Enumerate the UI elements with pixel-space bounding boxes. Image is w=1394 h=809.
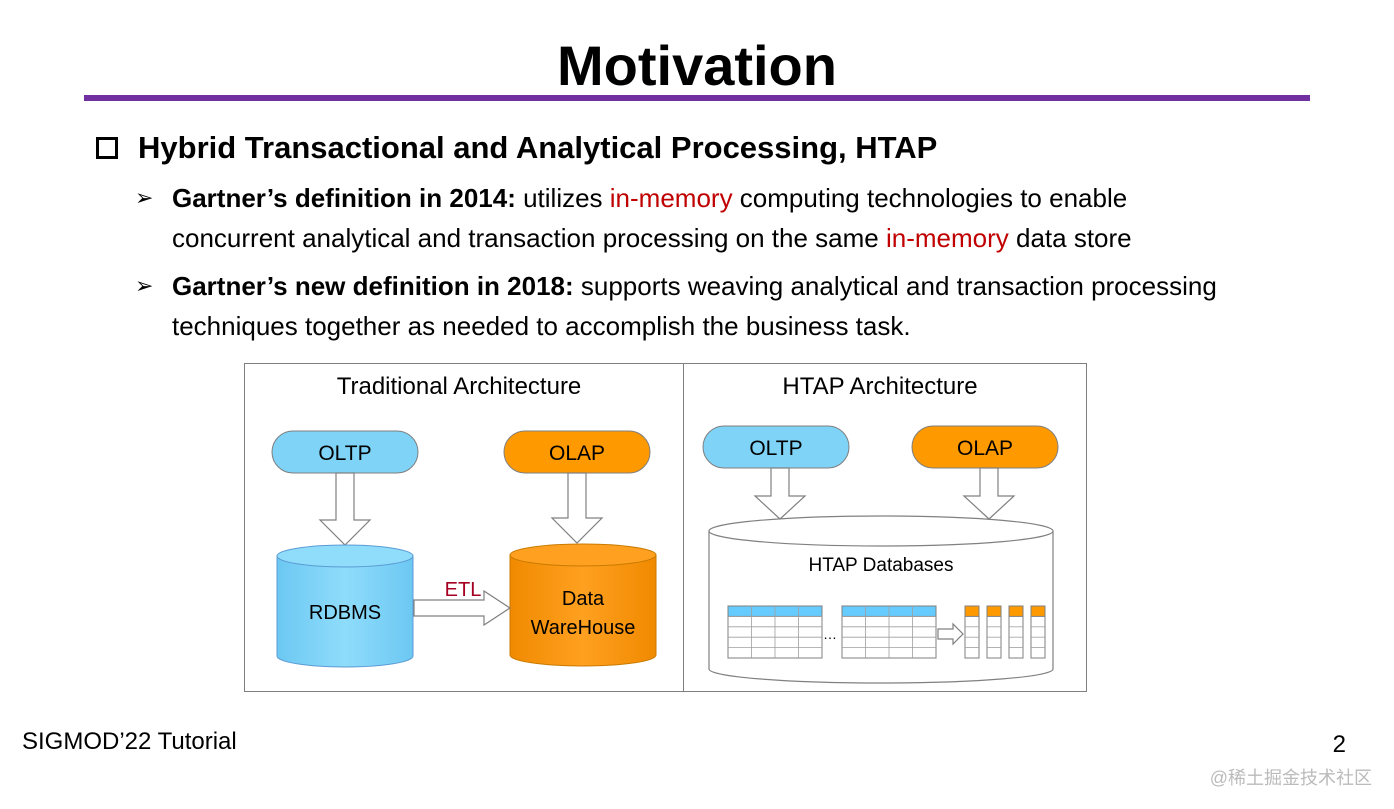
etl-label: ETL: [445, 579, 482, 601]
row-store-table: [727, 605, 823, 659]
bullet-2014-definition: ➢ Gartner’s definition in 2014: utilizes…: [135, 178, 1255, 258]
traditional-olap-label: OLAP: [549, 442, 605, 465]
arrow-bullet-icon: ➢: [135, 273, 154, 298]
warehouse-label-line2: WareHouse: [531, 617, 636, 639]
bullet-text-part: data store: [1008, 223, 1132, 253]
bullet-lead: Gartner’s new definition in 2018:: [172, 271, 574, 301]
traditional-title: Traditional Architecture: [337, 373, 582, 400]
convert-arrow-icon: [937, 622, 964, 646]
footer-tutorial-label: SIGMOD’22 Tutorial: [22, 728, 237, 755]
etl-arrow-icon: [413, 589, 512, 627]
section-heading: Hybrid Transactional and Analytical Proc…: [96, 128, 937, 168]
architecture-diagram: Traditional Architecture OLTP OLAP RDBMS…: [244, 363, 1087, 692]
arrow-bullet-icon: ➢: [135, 185, 154, 210]
page-number: 2: [1332, 731, 1346, 758]
htap-database-label: HTAP Databases: [808, 555, 953, 576]
section-heading-text: Hybrid Transactional and Analytical Proc…: [138, 130, 938, 165]
square-bullet-icon: [96, 137, 118, 159]
bullet-2018-definition: ➢ Gartner’s new definition in 2018: supp…: [135, 266, 1255, 346]
bullet-text: Gartner’s new definition in 2018: suppor…: [172, 266, 1255, 346]
column-store-blocks: [964, 605, 1046, 659]
title-underline: [84, 95, 1310, 101]
warehouse-label-line1: Data: [562, 588, 605, 610]
data-warehouse-cylinder: [509, 543, 657, 667]
traditional-oltp-label: OLTP: [318, 442, 371, 465]
down-arrow-icon: [550, 472, 604, 544]
bullet-text: Gartner’s definition in 2014: utilizes i…: [172, 178, 1255, 258]
htap-olap-label: OLAP: [957, 437, 1013, 460]
down-arrow-icon: [962, 467, 1016, 520]
down-arrow-icon: [318, 472, 372, 546]
bullet-lead: Gartner’s definition in 2014:: [172, 183, 516, 213]
htap-oltp-label: OLTP: [749, 437, 802, 460]
bullet-text-part: utilizes: [515, 183, 610, 213]
highlight-in-memory: in-memory: [885, 223, 1009, 253]
row-store-table: [841, 605, 937, 659]
slide-title: Motivation: [557, 34, 837, 97]
rdbms-label: RDBMS: [309, 602, 381, 624]
htap-title: HTAP Architecture: [782, 373, 977, 400]
rdbms-cylinder: [276, 544, 414, 668]
down-arrow-icon: [753, 467, 807, 520]
bullet-text-part: supports weaving analytical and transact…: [172, 271, 1217, 341]
watermark: @稀土掘金技术社区: [1209, 768, 1372, 788]
table-ellipsis: …: [823, 626, 837, 642]
bullet-text-part: computing technologies to enable concurr…: [172, 183, 1128, 253]
highlight-in-memory: in-memory: [609, 183, 733, 213]
